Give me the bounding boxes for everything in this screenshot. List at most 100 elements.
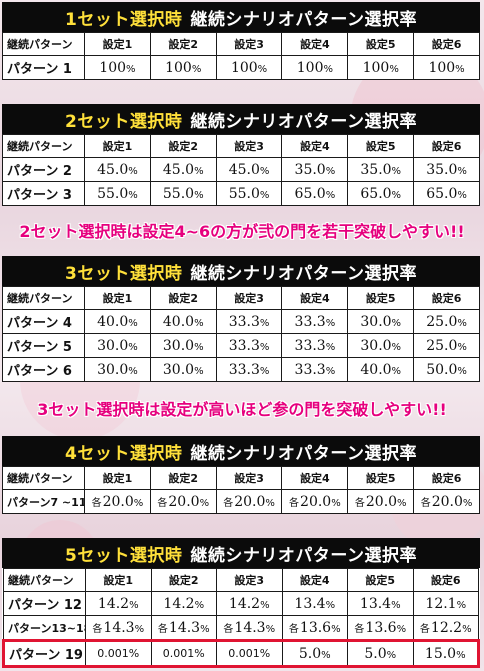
section-title: 2セット選択時 継続シナリオパターン選択率	[2, 104, 480, 134]
value-cell: 65.0%	[413, 181, 480, 206]
note-3set: 3セット選択時は設定が高いほど参の門を突破しやすい!!	[37, 400, 447, 419]
value-cell: 55.0%	[149, 181, 217, 206]
header-cell: 設定6	[412, 568, 479, 592]
header-cell: 設定4	[281, 286, 349, 310]
value-cell: 35.0%	[413, 157, 480, 182]
section-3set: 3セット選択時 継続シナリオパターン選択率 継続パターン 設定1 設定2 設定3…	[2, 256, 480, 382]
table-row: パターン 5 30.0% 30.0% 33.3% 33.3% 30.0% 25.…	[2, 333, 480, 358]
title-text: 継続シナリオパターン選択率	[190, 545, 417, 566]
value-cell: 14.2%	[150, 591, 217, 616]
value-cell: 33.3%	[281, 309, 349, 334]
selection-rate-table: 継続パターン 設定1 設定2 設定3 設定4 設定5 設定6 パターン 12 1…	[2, 568, 480, 668]
value-cell: 各20.0%	[281, 489, 349, 514]
value-cell: 各13.6%	[281, 615, 348, 641]
value-cell: 35.0%	[281, 157, 349, 182]
header-cell: 設定2	[150, 568, 217, 592]
header-cell: 設定5	[347, 568, 414, 592]
row-label: パターン 12	[3, 591, 86, 616]
value-cell: 13.4%	[347, 591, 414, 616]
header-cell: 設定6	[413, 466, 480, 490]
value-cell: 100%	[347, 55, 415, 80]
header-cell: 継続パターン	[2, 466, 85, 490]
value-cell: 各20.0%	[347, 489, 415, 514]
value-cell: 30.0%	[84, 357, 151, 382]
row-label: パターン 19	[2, 639, 86, 668]
header-cell: 設定4	[281, 568, 348, 592]
header-cell: 設定2	[149, 134, 217, 158]
value-cell: 65.0%	[281, 181, 349, 206]
table-row: パターン 12 14.2% 14.2% 14.2% 13.4% 13.4% 12…	[3, 591, 479, 616]
value-cell: 12.1%	[412, 591, 479, 616]
value-cell: 33.3%	[281, 333, 349, 358]
selection-rate-table: 継続パターン 設定1 設定2 設定3 設定4 設定5 設定6 パターン 2 45…	[2, 134, 480, 206]
title-text: 継続シナリオパターン選択率	[190, 443, 417, 464]
value-cell: 14.2%	[85, 591, 152, 616]
value-cell: 100%	[149, 55, 217, 80]
header-cell: 設定1	[84, 134, 151, 158]
value-cell: 各14.3%	[150, 615, 217, 641]
value-cell: 5.0%	[281, 639, 348, 668]
value-cell: 55.0%	[215, 181, 283, 206]
table-row: パターン13~18 各14.3% 各14.3% 各14.3% 各13.6% 各1…	[3, 615, 479, 641]
value-cell: 30.0%	[347, 333, 415, 358]
value-cell: 0.001%	[85, 639, 152, 668]
table-row: パターン 4 40.0% 40.0% 33.3% 33.3% 30.0% 25.…	[2, 309, 480, 334]
value-cell: 5.0%	[347, 639, 414, 668]
header-cell: 設定5	[347, 134, 415, 158]
value-cell: 30.0%	[149, 357, 217, 382]
value-cell: 33.3%	[215, 357, 283, 382]
header-cell: 設定3	[215, 32, 283, 56]
table-header-row: 継続パターン 設定1 設定2 設定3 設定4 設定5 設定6	[2, 134, 480, 158]
row-label: パターン 6	[2, 357, 85, 382]
header-cell: 設定6	[413, 286, 480, 310]
header-cell: 設定1	[84, 286, 151, 310]
header-cell: 継続パターン	[2, 134, 85, 158]
section-title: 4セット選択時 継続シナリオパターン選択率	[2, 436, 480, 466]
selection-rate-table: 継続パターン 設定1 設定2 設定3 設定4 設定5 設定6 パターン 1 10…	[2, 32, 480, 80]
value-cell: 25.0%	[413, 309, 480, 334]
row-label: パターン 2	[2, 157, 85, 182]
value-cell: 30.0%	[347, 309, 415, 334]
value-cell: 各20.0%	[149, 489, 217, 514]
row-label: パターン 5	[2, 333, 85, 358]
section-title: 3セット選択時 継続シナリオパターン選択率	[2, 256, 480, 286]
value-cell: 各13.6%	[347, 615, 414, 641]
value-cell: 40.0%	[149, 309, 217, 334]
section-title: 5セット選択時 継続シナリオパターン選択率	[2, 538, 480, 568]
header-cell: 設定4	[281, 32, 349, 56]
value-cell: 各20.0%	[413, 489, 480, 514]
title-highlight: 5セット選択時	[65, 545, 183, 566]
value-cell: 各20.0%	[84, 489, 151, 514]
value-cell: 14.2%	[216, 591, 283, 616]
value-cell: 45.0%	[215, 157, 283, 182]
value-cell: 各12.2%	[412, 615, 479, 641]
value-cell: 50.0%	[413, 357, 480, 382]
row-label: パターン 1	[2, 55, 85, 80]
row-label: パターン 3	[2, 181, 85, 206]
header-cell: 設定2	[149, 32, 217, 56]
header-cell: 設定2	[149, 286, 217, 310]
section-4set: 4セット選択時 継続シナリオパターン選択率 継続パターン 設定1 設定2 設定3…	[2, 436, 480, 514]
table-header-row: 継続パターン 設定1 設定2 設定3 設定4 設定5 設定6	[3, 568, 479, 592]
header-cell: 設定5	[347, 32, 415, 56]
title-text: 継続シナリオパターン選択率	[190, 263, 417, 284]
value-cell: 65.0%	[347, 181, 415, 206]
table-row-highlighted: パターン 19 0.001% 0.001% 0.001% 5.0% 5.0% 1…	[2, 639, 480, 668]
table-header-row: 継続パターン 設定1 設定2 設定3 設定4 設定5 設定6	[2, 32, 480, 56]
row-label: パターン7 ~11	[2, 489, 85, 514]
section-title: 1セット選択時 継続シナリオパターン選択率	[2, 2, 480, 32]
value-cell: 33.3%	[215, 333, 283, 358]
table-row: パターン 3 55.0% 55.0% 55.0% 65.0% 65.0% 65.…	[2, 181, 480, 206]
header-cell: 設定3	[215, 466, 283, 490]
title-text: 継続シナリオパターン選択率	[190, 111, 417, 132]
header-cell: 設定1	[85, 568, 152, 592]
title-highlight: 4セット選択時	[65, 443, 183, 464]
value-cell: 30.0%	[149, 333, 217, 358]
table-row: パターン7 ~11 各20.0% 各20.0% 各20.0% 各20.0% 各2…	[2, 489, 480, 514]
value-cell: 各20.0%	[215, 489, 283, 514]
header-cell: 設定6	[413, 134, 480, 158]
header-cell: 継続パターン	[2, 32, 85, 56]
header-cell: 設定2	[149, 466, 217, 490]
selection-rate-table: 継続パターン 設定1 設定2 設定3 設定4 設定5 設定6 パターン 4 40…	[2, 286, 480, 382]
note-2set: 2セット選択時は設定4~6の方が弐の門を若干突破しやすい!!	[19, 222, 465, 241]
